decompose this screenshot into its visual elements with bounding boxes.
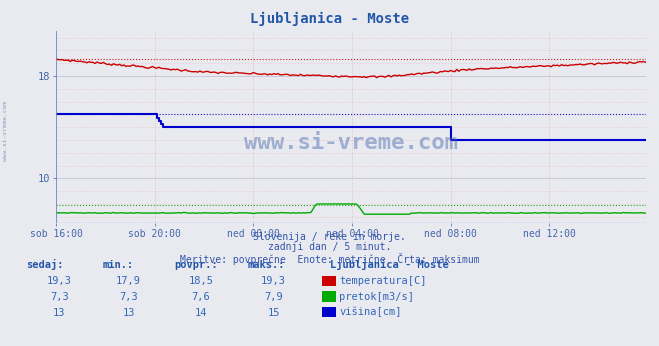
Text: višina[cm]: višina[cm]: [339, 307, 402, 318]
Text: Ljubljanica - Moste: Ljubljanica - Moste: [330, 259, 448, 270]
Text: www.si-vreme.com: www.si-vreme.com: [244, 133, 458, 153]
Text: povpr.:: povpr.:: [175, 260, 218, 270]
Text: maks.:: maks.:: [247, 260, 285, 270]
Text: 17,9: 17,9: [116, 276, 141, 286]
Text: 7,3: 7,3: [119, 292, 138, 302]
Text: min.:: min.:: [102, 260, 133, 270]
Text: 13: 13: [53, 308, 65, 318]
Text: Meritve: povprečne  Enote: metrične  Črta: maksimum: Meritve: povprečne Enote: metrične Črta:…: [180, 253, 479, 265]
Text: 19,3: 19,3: [47, 276, 72, 286]
Text: pretok[m3/s]: pretok[m3/s]: [339, 292, 415, 302]
Text: www.si-vreme.com: www.si-vreme.com: [3, 101, 8, 162]
Text: 7,9: 7,9: [264, 292, 283, 302]
Text: 19,3: 19,3: [261, 276, 286, 286]
Text: Ljubljanica - Moste: Ljubljanica - Moste: [250, 12, 409, 26]
Text: sedaj:: sedaj:: [26, 259, 64, 270]
Text: 14: 14: [195, 308, 207, 318]
Text: temperatura[C]: temperatura[C]: [339, 276, 427, 286]
Text: 15: 15: [268, 308, 279, 318]
Text: 7,6: 7,6: [192, 292, 210, 302]
Text: 13: 13: [123, 308, 134, 318]
Text: Slovenija / reke in morje.: Slovenija / reke in morje.: [253, 232, 406, 242]
Text: 7,3: 7,3: [50, 292, 69, 302]
Text: zadnji dan / 5 minut.: zadnji dan / 5 minut.: [268, 242, 391, 252]
Text: 18,5: 18,5: [188, 276, 214, 286]
